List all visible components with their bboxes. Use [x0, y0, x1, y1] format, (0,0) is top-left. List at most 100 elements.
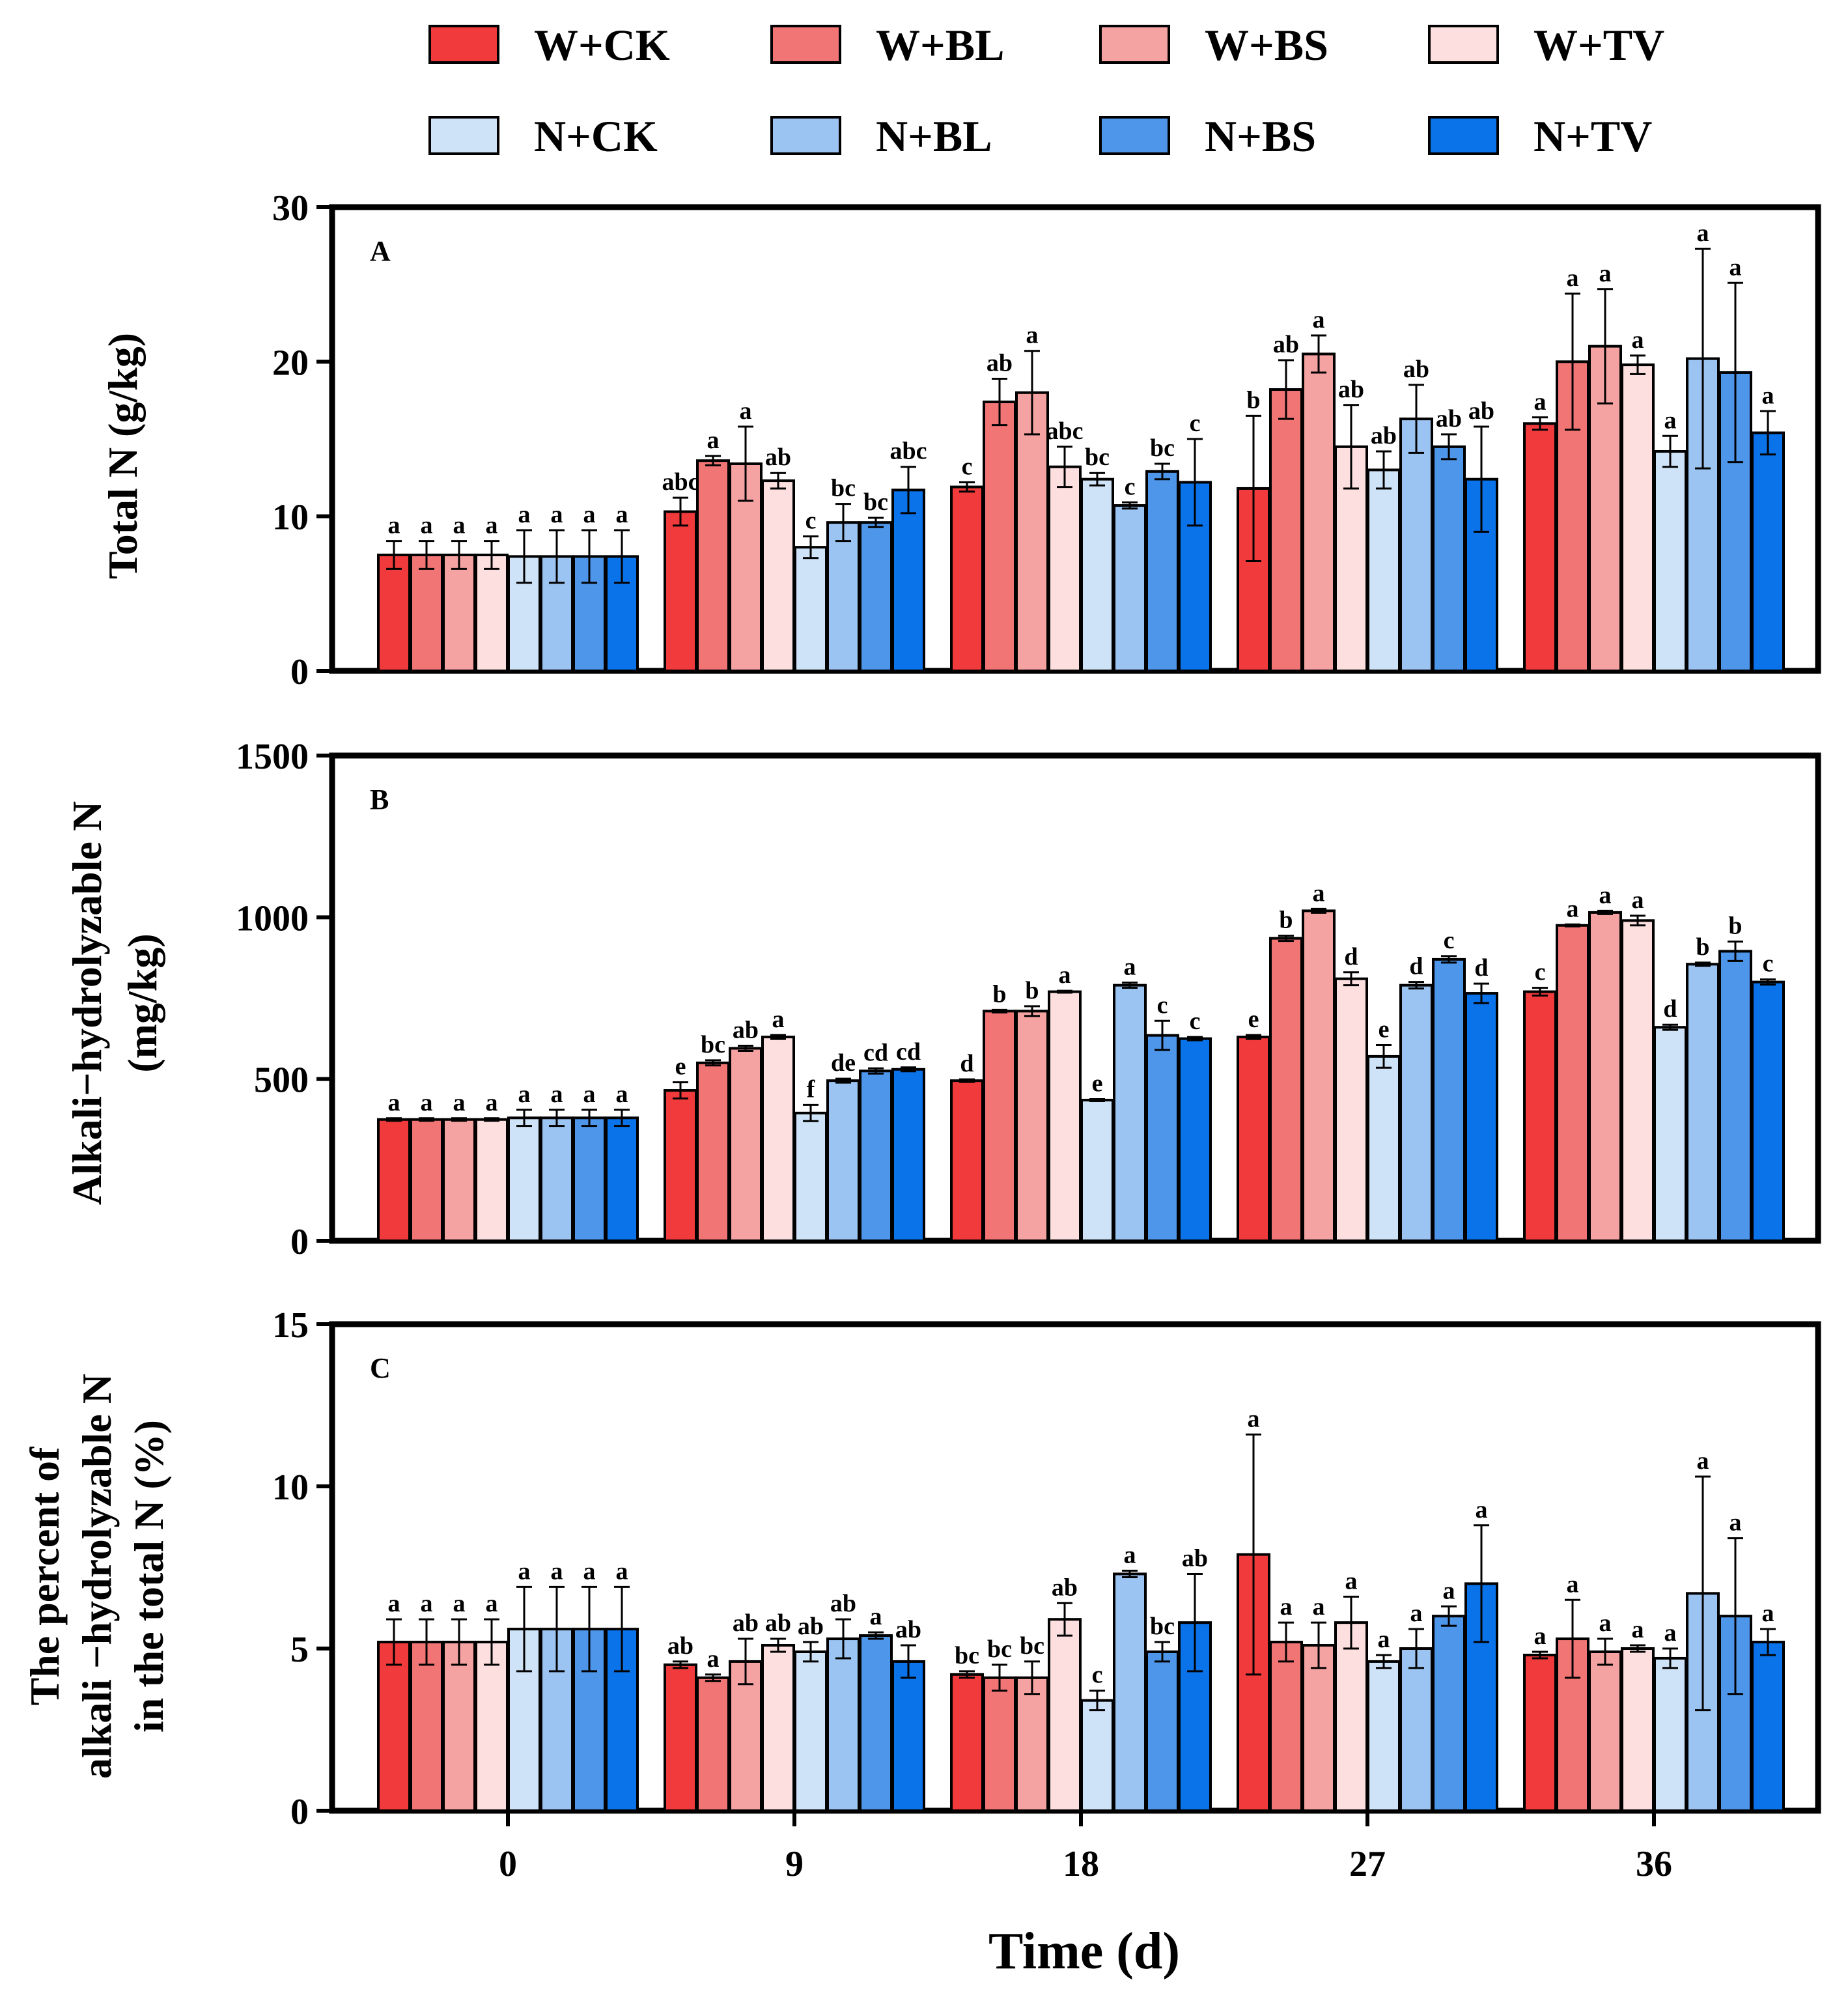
bar	[761, 1644, 795, 1813]
significance-letter: c	[1190, 1008, 1201, 1035]
significance-letter: c	[1535, 959, 1546, 986]
panel-b: B 0 500 1000 1500 Alkali−hydrolyzable N (mg/kg…	[64, 737, 1821, 1262]
legend-label: W+BS	[1205, 20, 1328, 70]
significance-letter: a	[551, 501, 563, 528]
bar	[664, 510, 697, 673]
bar	[1588, 1650, 1622, 1812]
significance-letter: a	[453, 512, 466, 539]
bar	[1113, 1572, 1147, 1812]
bar	[1113, 984, 1147, 1242]
significance-letter: a	[1632, 326, 1644, 354]
significance-letter: a	[1697, 1447, 1709, 1475]
y-tick-label: 500	[254, 1060, 309, 1101]
x-tick-label: 0	[499, 1844, 517, 1884]
significance-letter: a	[518, 501, 531, 528]
significance-letter: a	[1599, 260, 1612, 287]
significance-letter: d	[960, 1050, 973, 1077]
legend-swatch-n-ck	[428, 116, 499, 155]
bar	[1080, 477, 1114, 672]
significance-letter: e	[1092, 1069, 1103, 1097]
y-axis-title: in the total N (%)	[126, 1420, 172, 1733]
significance-letter: a	[1729, 253, 1742, 281]
bar	[1556, 924, 1589, 1242]
bar	[1432, 957, 1466, 1243]
bar	[1237, 1036, 1270, 1242]
significance-letter: c	[1125, 473, 1136, 500]
bar	[1751, 980, 1785, 1242]
y-tick-label: 0	[290, 1222, 309, 1262]
bar	[410, 1641, 443, 1813]
bar	[950, 1673, 984, 1813]
x-tick-label: 9	[785, 1844, 804, 1884]
significance-letter: a	[1059, 961, 1071, 989]
significance-letter: b	[1246, 386, 1260, 414]
bar	[377, 1118, 411, 1242]
bar	[410, 1118, 443, 1242]
significance-letter: a	[616, 501, 628, 528]
significance-letter: ab	[1273, 331, 1299, 358]
significance-letter: a	[616, 1081, 628, 1108]
bar	[1588, 911, 1622, 1242]
significance-letter: b	[1025, 977, 1039, 1004]
significance-letter: a	[388, 1590, 400, 1617]
bar	[377, 1641, 411, 1813]
bar	[1334, 1621, 1368, 1812]
bar	[891, 489, 925, 672]
significance-letter: c	[1157, 991, 1168, 1019]
significance-letter: a	[388, 1089, 400, 1116]
bar	[475, 1641, 509, 1813]
significance-letter: e	[1248, 1006, 1259, 1033]
x-tick-label: 36	[1636, 1844, 1672, 1884]
significance-letter: a	[1567, 895, 1579, 922]
significance-letter: a	[1124, 1541, 1136, 1568]
y-tick-label: 0	[290, 1792, 309, 1832]
bar	[1302, 352, 1336, 672]
significance-letter: ab	[1182, 1544, 1208, 1572]
bar	[1399, 1647, 1433, 1812]
significance-letter: de	[831, 1049, 856, 1077]
significance-letter: a	[453, 1089, 466, 1116]
y-tick-label: 1000	[236, 898, 309, 939]
y-tick-label: 20	[272, 343, 309, 383]
bar	[794, 1650, 828, 1812]
bar	[1653, 449, 1687, 673]
bar	[1718, 371, 1752, 672]
bar	[1015, 391, 1049, 672]
significance-letter: ab	[830, 1590, 856, 1617]
significance-letter: b	[1728, 913, 1742, 940]
bar	[1399, 984, 1433, 1242]
significance-letter: ab	[1371, 422, 1397, 449]
legend-swatch-n-bl	[770, 116, 841, 155]
significance-letter: bc	[863, 489, 888, 516]
legend-label: N+BS	[1205, 111, 1316, 161]
significance-letter: a	[421, 1089, 433, 1116]
y-tick-label: 10	[272, 498, 309, 538]
legend-swatch-w-tv	[1428, 25, 1499, 64]
significance-letter: cd	[896, 1038, 921, 1066]
significance-letter: a	[583, 1081, 596, 1108]
bar	[1653, 1026, 1687, 1242]
bar	[1464, 992, 1498, 1243]
bar	[1080, 1699, 1114, 1812]
significance-letter: a	[1534, 1622, 1547, 1650]
legend-swatch-n-bs	[1099, 116, 1170, 155]
significance-letter: a	[707, 427, 720, 454]
significance-letter: a	[1762, 1600, 1774, 1627]
significance-letter: a	[1664, 406, 1677, 434]
significance-letter: ab	[798, 1613, 824, 1640]
legend-label: W+CK	[534, 20, 670, 70]
bar	[442, 554, 476, 672]
x-tick-label: 18	[1063, 1844, 1099, 1884]
significance-letter: a	[1248, 1405, 1260, 1432]
significance-letter: a	[1345, 1567, 1358, 1594]
significance-letter: d	[1409, 953, 1423, 980]
bar	[696, 1061, 730, 1243]
significance-letter: ab	[733, 1609, 759, 1637]
bar	[1048, 1618, 1082, 1812]
bar	[826, 521, 860, 672]
significance-letter: a	[1476, 1496, 1488, 1523]
significance-letter: a	[551, 1081, 563, 1108]
panel-c: C 0 5 10 15 The percent of alkali −hydrolyzabl…	[21, 1305, 1821, 1884]
bar	[859, 1634, 893, 1813]
